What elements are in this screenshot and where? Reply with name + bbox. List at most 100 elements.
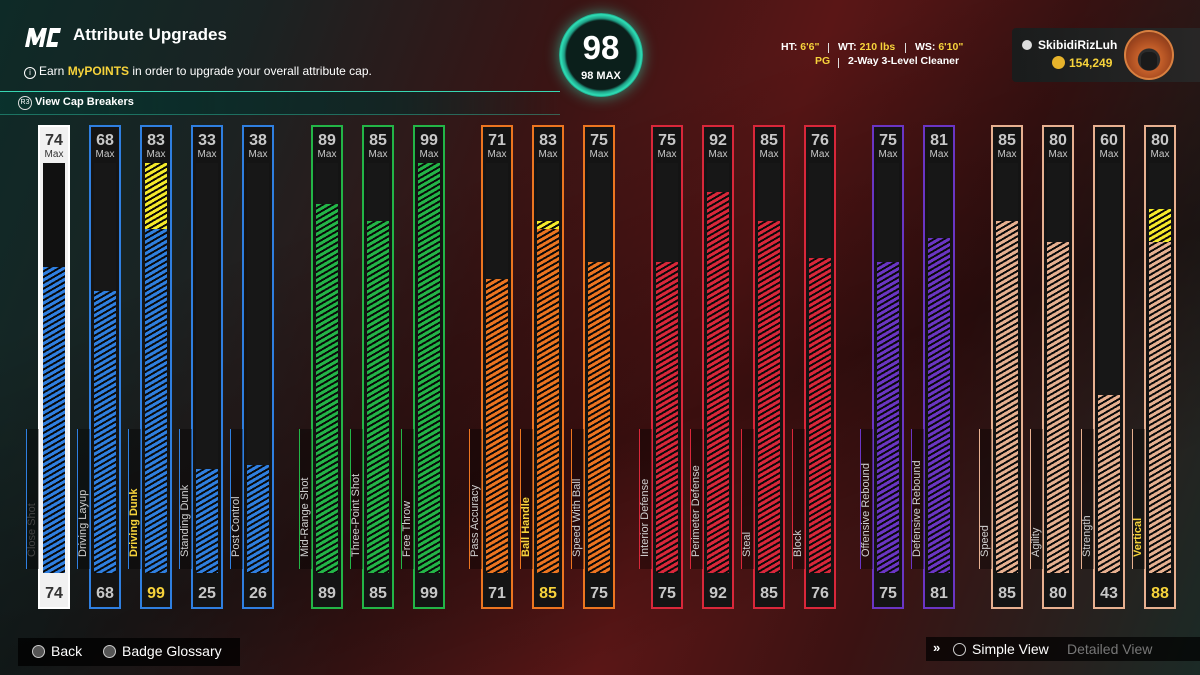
- attribute-name-wrap: Ball Handle: [516, 449, 536, 569]
- attribute-bar-interior-defense[interactable]: 75 Max 75 Interior Defense: [639, 125, 683, 609]
- bar-fill: [537, 229, 559, 573]
- attribute-current-value: 85: [539, 585, 557, 602]
- attribute-max-label: Max: [419, 149, 439, 160]
- attribute-bar-block[interactable]: 76 Max 76 Block: [792, 125, 836, 609]
- attribute-max-value: 92: [709, 132, 727, 149]
- attribute-max-value: 80: [1049, 132, 1067, 149]
- attribute-max-value: 71: [488, 132, 506, 149]
- bar-track: [418, 163, 440, 573]
- position-value: PG: [815, 55, 831, 67]
- bar-fill: [94, 291, 116, 573]
- attribute-current-value: 81: [930, 585, 948, 602]
- attribute-bar-mid-range-shot[interactable]: 89 Max 89 Mid-Range Shot: [299, 125, 343, 609]
- attribute-max-label: Max: [1048, 149, 1068, 160]
- height-info: HT: 6'6": [781, 41, 819, 53]
- bar-track: [1047, 163, 1069, 573]
- attribute-bar-perimeter-defense[interactable]: 92 Max 92 Perimeter Defense: [690, 125, 734, 609]
- attribute-bar-free-throw[interactable]: 99 Max 99 Free Throw: [401, 125, 445, 609]
- attribute-bar-driving-dunk[interactable]: 83 Max 99 Driving Dunk: [128, 125, 172, 609]
- bar-track: [656, 163, 678, 573]
- attribute-max-label: Max: [657, 149, 677, 160]
- attribute-bar-driving-layup[interactable]: 68 Max 68 Driving Layup: [77, 125, 121, 609]
- attribute-bar-agility[interactable]: 80 Max 80 Agility: [1030, 125, 1074, 609]
- view-toggle: [926, 637, 1200, 661]
- attribute-bar-close-shot[interactable]: 74 Max 74 Close Shot: [26, 125, 70, 609]
- bar-track: [588, 163, 610, 573]
- bar-upgrade-fill: [1149, 208, 1171, 242]
- attribute-max-label: Max: [929, 149, 949, 160]
- attribute-max-label: Max: [708, 149, 728, 160]
- badge-glossary-button[interactable]: Badge Glossary: [122, 643, 222, 659]
- attribute-max-label: Max: [538, 149, 558, 160]
- attribute-name-wrap: Strength: [1077, 449, 1097, 569]
- attribute-bar-offensive-rebound[interactable]: 75 Max 75 Offensive Rebound: [860, 125, 904, 609]
- attribute-current-value: 92: [709, 585, 727, 602]
- bar-track: [928, 163, 950, 573]
- attribute-name: Perimeter Defense: [690, 465, 702, 557]
- attribute-label-tab: [26, 429, 39, 569]
- attribute-name: Strength: [1081, 515, 1093, 557]
- attribute-name-wrap: Steal: [737, 449, 757, 569]
- attribute-max-value: 76: [811, 132, 829, 149]
- cap-breakers-label: View Cap Breakers: [35, 96, 134, 108]
- attribute-max-value: 38: [249, 132, 267, 149]
- vc-coin-icon: [1052, 56, 1065, 69]
- attribute-bar-post-control[interactable]: 38 Max 26 Post Control: [230, 125, 274, 609]
- attribute-name: Free Throw: [401, 500, 413, 557]
- attribute-max-value: 99: [420, 132, 438, 149]
- bar-track: [877, 163, 899, 573]
- attribute-bar-strength[interactable]: 60 Max 43 Strength: [1081, 125, 1125, 609]
- attribute-bar-three-point-shot[interactable]: 85 Max 85 Three-Point Shot: [350, 125, 394, 609]
- attribute-max-label: Max: [368, 149, 388, 160]
- bar-track: [145, 163, 167, 573]
- attribute-bar-steal[interactable]: 85 Max 85 Steal: [741, 125, 785, 609]
- attribute-label-tab: [77, 429, 90, 569]
- attribute-name: Block: [792, 530, 804, 557]
- attribute-name: Speed: [979, 525, 991, 557]
- attribute-name: Steal: [741, 531, 753, 557]
- wingspan-label: WS:: [915, 41, 936, 53]
- back-button[interactable]: Back: [51, 643, 83, 659]
- attribute-bar-defensive-rebound[interactable]: 81 Max 81 Defensive Rebound: [911, 125, 955, 609]
- attribute-label-tab: [1132, 429, 1145, 569]
- attribute-bar-speed[interactable]: 85 Max 85 Speed: [979, 125, 1023, 609]
- attribute-name-wrap: Post Control: [226, 449, 246, 569]
- view-cap-breakers-button[interactable]: R3 View Cap Breakers: [0, 91, 560, 115]
- attribute-bar-standing-dunk[interactable]: 33 Max 25 Standing Dunk: [179, 125, 223, 609]
- bar-track: [996, 163, 1018, 573]
- attribute-current-value: 80: [1049, 585, 1067, 602]
- attribute-name: Speed With Ball: [571, 478, 583, 557]
- bar-fill: [1149, 241, 1171, 573]
- weight-value: 210 lbs: [859, 41, 896, 53]
- attribute-name: Close Shot: [26, 503, 38, 557]
- attribute-bar-vertical[interactable]: 80 Max 88 Vertical: [1132, 125, 1176, 609]
- bar-fill: [486, 278, 508, 573]
- attribute-name: Post Control: [230, 496, 242, 557]
- attribute-name-wrap: Perimeter Defense: [686, 449, 706, 569]
- attribute-name-wrap: Block: [788, 449, 808, 569]
- divider: [905, 43, 906, 53]
- attribute-name-wrap: Free Throw: [397, 449, 417, 569]
- gamertag: SkibidiRizLuh: [1038, 38, 1118, 52]
- attribute-bar-speed-with-ball[interactable]: 75 Max 75 Speed With Ball: [571, 125, 615, 609]
- attribute-max-label: Max: [997, 149, 1017, 160]
- height-label: HT:: [781, 41, 798, 53]
- attribute-max-label: Max: [810, 149, 830, 160]
- attribute-label-tab: [520, 429, 533, 569]
- detailed-view-tab[interactable]: Detailed View: [1067, 641, 1153, 657]
- attribute-name: Defensive Rebound: [911, 460, 923, 557]
- page-title: Attribute Upgrades: [73, 25, 227, 44]
- bar-fill: [928, 237, 950, 573]
- attribute-name: Ball Handle: [520, 497, 532, 557]
- attribute-label-tab: [230, 429, 243, 569]
- attribute-bar-ball-handle[interactable]: 83 Max 85 Ball Handle: [520, 125, 564, 609]
- attribute-bar-pass-accuracy[interactable]: 71 Max 71 Pass Accuracy: [469, 125, 513, 609]
- simple-view-tab[interactable]: Simple View: [972, 641, 1049, 657]
- attribute-max-value: 89: [318, 132, 336, 149]
- attribute-name-wrap: Pass Accuracy: [465, 449, 485, 569]
- wingspan-value: 6'10": [938, 41, 964, 53]
- attribute-max-label: Max: [1099, 149, 1119, 160]
- attribute-max-label: Max: [317, 149, 337, 160]
- bar-fill: [196, 469, 218, 573]
- attribute-current-value: 99: [147, 585, 165, 602]
